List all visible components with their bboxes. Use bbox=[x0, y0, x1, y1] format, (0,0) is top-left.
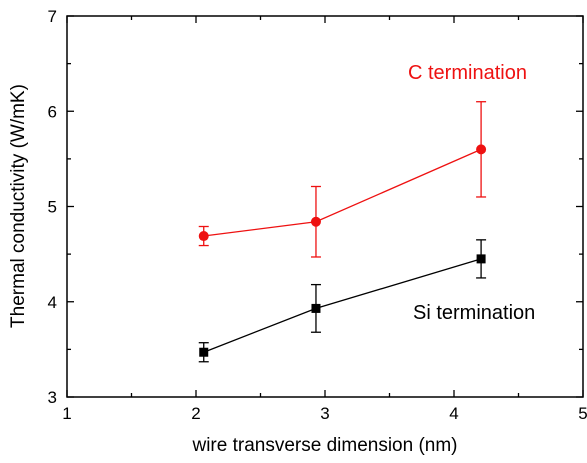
x-axis-title: wire transverse dimension (nm) bbox=[191, 435, 457, 456]
x-tick-label: 1 bbox=[62, 404, 71, 423]
series-line bbox=[203, 148, 482, 237]
data-point bbox=[476, 254, 486, 264]
data-point bbox=[199, 347, 209, 357]
series-layer bbox=[198, 101, 487, 363]
y-tick-label: 6 bbox=[48, 102, 57, 121]
y-axis-title: Thermal conductivity (W/mK) bbox=[8, 84, 29, 328]
x-tick-label: 5 bbox=[578, 404, 587, 423]
series-1 bbox=[198, 239, 487, 363]
y-tick-label: 3 bbox=[48, 388, 57, 407]
x-tick-label: 3 bbox=[320, 404, 329, 423]
annotation-si-termination: Si termination bbox=[413, 302, 535, 324]
data-point bbox=[310, 216, 321, 227]
data-point bbox=[476, 144, 487, 155]
annotation-c-termination: C termination bbox=[408, 62, 527, 84]
y-tick-label: 7 bbox=[48, 7, 57, 26]
series-0 bbox=[198, 101, 487, 258]
data-point bbox=[311, 303, 321, 313]
data-point bbox=[198, 231, 209, 242]
x-tick-label: 4 bbox=[449, 404, 458, 423]
x-tick-label: 2 bbox=[191, 404, 200, 423]
axis-ticks: 1 2 3 4 5 3 4 5 6 7 bbox=[48, 7, 587, 423]
y-tick-label: 4 bbox=[48, 293, 57, 312]
y-tick-label: 5 bbox=[48, 198, 57, 217]
